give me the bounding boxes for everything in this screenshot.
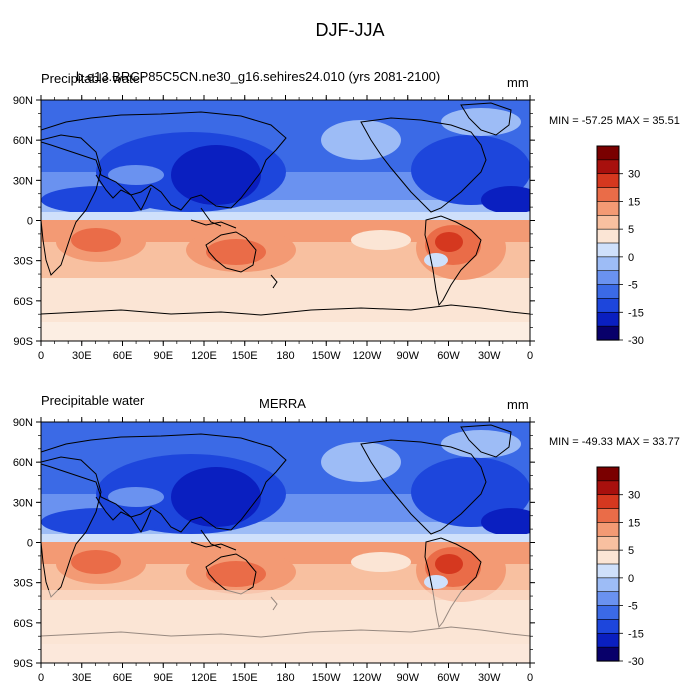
lat-label: 0 — [27, 538, 33, 550]
lon-label: 120W — [353, 672, 382, 684]
lon-label: 30W — [478, 672, 501, 684]
legend-swatch — [596, 325, 620, 341]
legends-layer: 30 15 5 0 -5 -15 -30 30 15 5 0 -5 -15 -30 — [596, 145, 644, 668]
lat-label: 90N — [13, 417, 33, 429]
legend-swatch — [596, 522, 620, 537]
panel1-left-title: Precipitable water — [41, 71, 145, 86]
legend-label: -5 — [628, 601, 638, 613]
panel2-stats: MIN = -49.33 MAX = 33.77 — [549, 436, 680, 448]
lat-label: 30N — [13, 175, 33, 187]
legend-frame — [596, 145, 620, 341]
legend-swatch — [596, 159, 620, 175]
lat-label: 90S — [13, 658, 33, 670]
lon-label: 120E — [191, 672, 217, 684]
lat-label: 60S — [13, 296, 33, 308]
legend-swatch — [596, 466, 620, 482]
legend-swatch — [596, 577, 620, 593]
legend-swatch — [596, 563, 620, 579]
legend-swatch — [596, 605, 620, 621]
lon-label: 90W — [396, 672, 419, 684]
legend-swatch — [596, 187, 620, 203]
legend-swatch — [596, 284, 620, 300]
panel1-center-title: b.e13.BRCP85C5CN.ne30_g16.sehires24.010 … — [76, 69, 441, 84]
legend-swatch — [596, 646, 620, 662]
panel2-map — [40, 421, 531, 664]
lon-label: 150W — [312, 672, 341, 684]
legend-label: -30 — [628, 656, 644, 668]
lon-label: 60E — [113, 672, 133, 684]
legend-label: -15 — [628, 628, 644, 640]
legend-swatch — [596, 298, 620, 313]
lon-label: 0 — [38, 672, 44, 684]
lat-label: 60N — [13, 135, 33, 147]
axis-ticks-layer: 90N 60N 30N 0 30S 60S 90S 0 30E 60E 90E 120E 150E 180… — [13, 95, 535, 684]
legend-swatch — [596, 256, 620, 272]
legend-swatch — [596, 535, 620, 551]
lon-label: 150E — [232, 672, 258, 684]
legend-label: 5 — [628, 545, 634, 557]
legend-swatch — [596, 228, 620, 244]
legend-swatch — [596, 311, 620, 327]
lon-label: 150E — [232, 350, 258, 362]
lon-label: 0 — [527, 350, 533, 362]
panel2-units: mm — [507, 397, 529, 412]
legend-swatch — [596, 201, 620, 216]
legend-label: -15 — [628, 307, 644, 319]
lon-label: 0 — [38, 350, 44, 362]
lon-label: 180 — [276, 350, 294, 362]
legend-swatch — [596, 508, 620, 524]
lat-label: 30S — [13, 578, 33, 590]
lon-label: 120E — [191, 350, 217, 362]
lon-label: 30E — [72, 350, 92, 362]
legend-swatch — [596, 173, 620, 189]
lon-label: 150W — [312, 350, 341, 362]
panel2-center-title: MERRA — [259, 396, 306, 411]
legend-swatch — [596, 480, 620, 496]
legend-swatch — [596, 145, 620, 161]
lat-label: 0 — [27, 216, 33, 228]
legend-label: 15 — [628, 517, 640, 529]
figure-title: DJF-JJA — [315, 20, 385, 40]
panel1-stats: MIN = -57.25 MAX = 35.51 — [549, 115, 680, 127]
lon-label: 0 — [527, 672, 533, 684]
legend-swatch — [596, 242, 620, 258]
lon-label: 90E — [153, 672, 173, 684]
legend-frame — [596, 466, 620, 662]
lat-label: 60N — [13, 457, 33, 469]
lon-label: 60W — [437, 672, 460, 684]
legend-swatch — [596, 632, 620, 648]
panel2-left-title: Precipitable water — [41, 393, 145, 408]
lon-label: 60W — [437, 350, 460, 362]
legend-label: 0 — [628, 573, 634, 585]
lat-label: 30N — [13, 497, 33, 509]
legend-swatch — [596, 214, 620, 230]
legend-label: 30 — [628, 490, 640, 502]
lon-label: 90E — [153, 350, 173, 362]
legend-label: -30 — [628, 335, 644, 347]
legend-label: 15 — [628, 196, 640, 208]
lon-label: 60E — [113, 350, 133, 362]
legend-label: 0 — [628, 252, 634, 264]
legend-label: -5 — [628, 280, 638, 292]
legend-label: 30 — [628, 169, 640, 181]
lat-label: 90S — [13, 336, 33, 348]
panel1-units: mm — [507, 75, 529, 90]
legend-swatch — [596, 619, 620, 634]
legend-swatch — [596, 270, 620, 286]
lon-label: 30W — [478, 350, 501, 362]
legend-swatch — [596, 549, 620, 565]
lat-label: 60S — [13, 618, 33, 630]
legend-swatch — [596, 494, 620, 510]
legend-label: 5 — [628, 224, 634, 236]
lat-label: 90N — [13, 95, 33, 107]
lon-label: 90W — [396, 350, 419, 362]
lat-label: 30S — [13, 256, 33, 268]
lon-label: 30E — [72, 672, 92, 684]
panel1-map — [40, 99, 531, 342]
lon-label: 120W — [353, 350, 382, 362]
legend-swatch — [596, 591, 620, 607]
lon-label: 180 — [276, 672, 294, 684]
